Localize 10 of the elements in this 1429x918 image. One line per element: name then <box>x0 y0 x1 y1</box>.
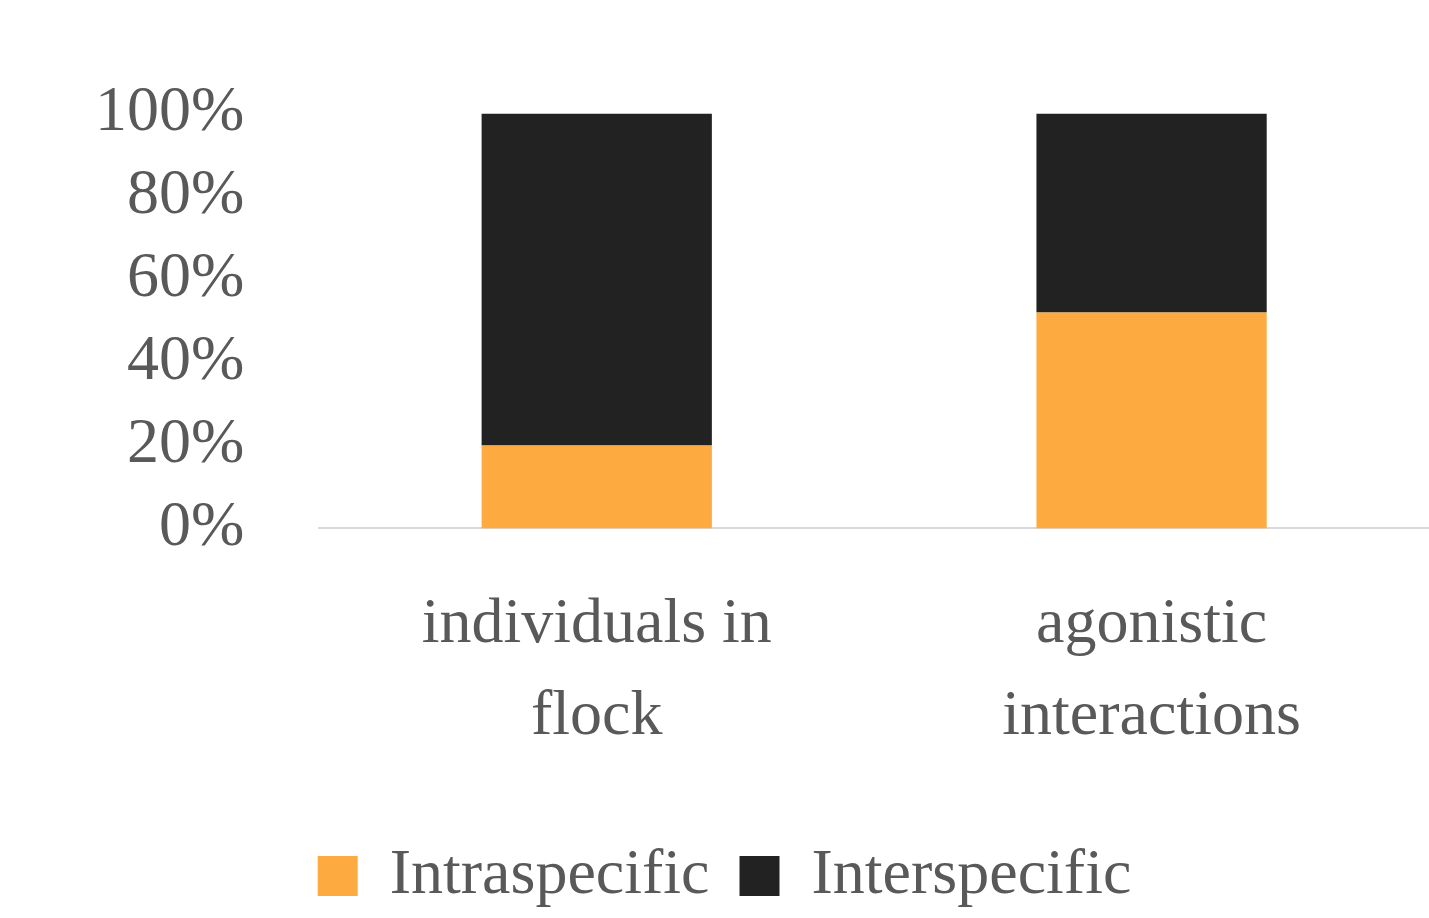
y-tick-label: 20% <box>127 405 245 477</box>
legend-label: Interspecific <box>811 835 1132 907</box>
y-tick-label: 0% <box>159 488 245 560</box>
legend-label: Intraspecific <box>389 835 710 907</box>
x-tick-label: agonistic interactions <box>1002 584 1301 749</box>
x-tick-label: individuals in flock <box>421 584 772 749</box>
y-tick-label: 80% <box>127 156 245 228</box>
y-tick-label: 60% <box>127 239 245 311</box>
y-tick-label: 100% <box>95 73 245 145</box>
y-tick-label: 40% <box>127 322 245 394</box>
